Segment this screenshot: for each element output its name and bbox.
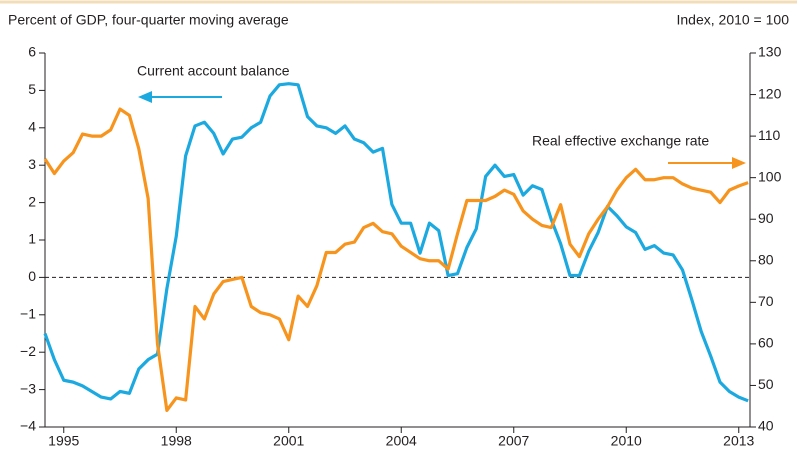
annotation: Current account balance (137, 63, 290, 79)
y2-tick-label: 110 (758, 127, 781, 143)
x-tick-label: 2004 (386, 433, 417, 449)
x-tick-label: 2010 (611, 433, 642, 449)
y-tick-label: 5 (28, 81, 36, 97)
y2-tick-label: 80 (758, 251, 774, 267)
y2-tick-label: 60 (758, 335, 774, 351)
y2-tick-label: 50 (758, 376, 774, 392)
left-axis-label: Percent of GDP, four-quarter moving aver… (8, 12, 289, 28)
line-series (43, 107, 749, 412)
y-tick-label: −1 (20, 306, 36, 322)
y2-tick-label: 40 (758, 418, 774, 434)
y-tick-label: 6 (28, 44, 36, 60)
x-tick-label: 2007 (498, 433, 529, 449)
y-tick-label: 4 (28, 119, 36, 135)
right-axis-label: Index, 2010 = 100 (677, 12, 790, 28)
y-tick-label: 1 (28, 231, 36, 247)
y2-tick-label: 100 (758, 168, 782, 184)
y2-tick-label: 70 (758, 293, 774, 309)
arrow (668, 157, 746, 169)
y-tick-label: −4 (20, 418, 36, 434)
line-series (43, 82, 749, 403)
x-tick-label: 1995 (48, 433, 79, 449)
x-tick-label: 2013 (723, 433, 754, 449)
y-tick-label: −3 (20, 380, 36, 396)
y-tick-label: −2 (20, 343, 36, 359)
x-tick-label: 1998 (161, 433, 192, 449)
y-tick-label: 3 (28, 156, 36, 172)
y2-tick-label: 90 (758, 210, 774, 226)
y-tick-label: 2 (28, 193, 36, 209)
y2-tick-label: 120 (758, 85, 782, 101)
annotation: Real effective exchange rate (532, 133, 709, 149)
y-tick-label: 0 (28, 268, 36, 284)
x-tick-label: 2001 (273, 433, 304, 449)
arrow (138, 91, 222, 103)
y2-tick-label: 130 (758, 44, 782, 60)
